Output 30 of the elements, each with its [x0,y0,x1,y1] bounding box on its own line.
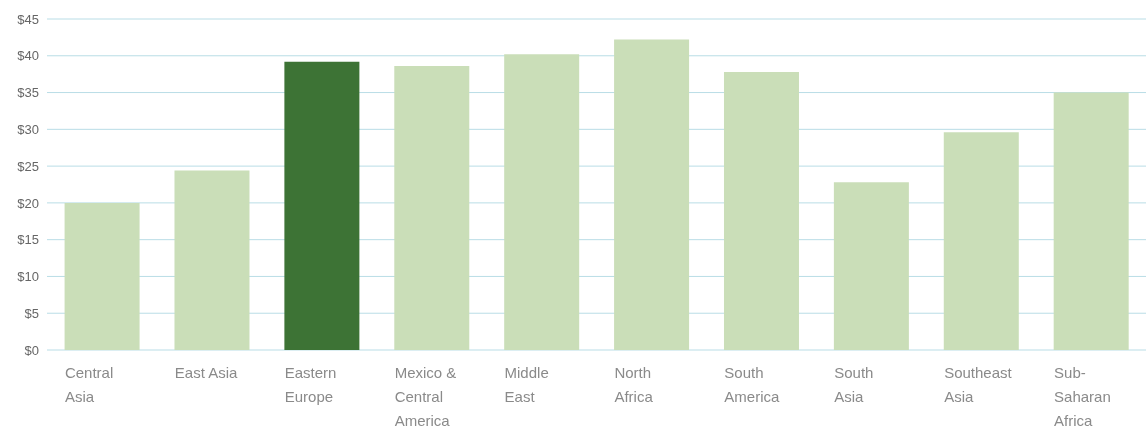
x-tick-label: Middle East [504,364,549,405]
bar [284,61,360,350]
x-tick-label: Mexico & Central America [394,364,457,429]
bar [504,54,580,350]
y-tick-label: $10 [17,269,39,285]
y-tick-label: $0 [24,342,39,358]
x-tick-label: Central Asia [64,364,114,405]
bar [174,170,250,350]
x-tick-label: North Africa [614,364,654,405]
x-tick-label: Southeast Asia [944,364,1013,405]
bar [943,132,1019,350]
x-tick-label: South Asia [834,364,874,405]
x-tick-label: Sub-Saharan Africa [1054,364,1111,429]
bar [723,71,799,350]
bar [64,202,140,350]
bar [833,182,909,350]
y-tick-label: $30 [17,121,39,137]
x-tick-label: East Asia [174,364,239,381]
y-tick-label: $5 [24,305,39,321]
y-tick-label: $45 [17,11,39,27]
bar [1053,92,1129,350]
x-tick-label: South America [724,364,781,405]
y-tick-label: $25 [17,158,39,174]
y-tick-label: $40 [17,48,39,64]
bar [614,39,690,350]
x-tick-label: Eastern Europe [284,364,337,405]
y-tick-label: $15 [17,232,39,248]
bar [394,66,470,350]
y-tick-label: $35 [17,85,39,101]
y-tick-label: $20 [17,195,39,211]
